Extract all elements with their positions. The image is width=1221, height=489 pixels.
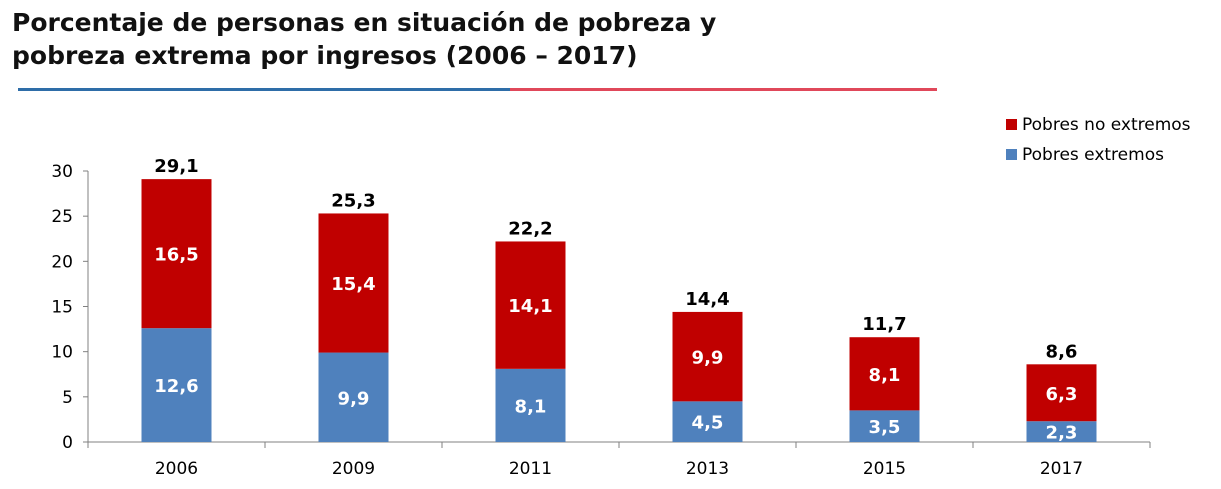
x-tick-label: 2011 <box>509 459 552 479</box>
data-label-pobres-no-extremos: 16,5 <box>154 245 198 266</box>
bar-pobres-extremos <box>849 410 920 442</box>
data-label-pobres-extremos: 12,6 <box>154 376 198 397</box>
bar-pobres-no-extremos <box>318 213 389 353</box>
legend-pobres-extremos-swatch <box>1006 149 1017 160</box>
y-tick-label: 30 <box>51 162 73 182</box>
legend-pobres-extremos-label: Pobres extremos <box>1022 145 1164 165</box>
data-label-pobres-no-extremos: 9,9 <box>692 348 724 369</box>
stacked-bar-chart: 0 5 10 15 20 25 30 12,6 16,5 29,1 2006 9,9 15,4 25,3 2… <box>51 115 1191 479</box>
y-tick-label: 20 <box>51 252 73 272</box>
bar-pobres-no-extremos <box>1026 364 1097 422</box>
chart-title-line-1: Porcentaje de personas en situación de p… <box>12 8 717 37</box>
x-tick-label: 2009 <box>332 459 375 479</box>
bar-pobres-no-extremos <box>141 179 212 329</box>
chart-area: 0 5 10 15 20 25 30 12,6 16,5 29,1 2006 9,9 15,4 25,3 2… <box>0 100 1221 485</box>
y-tick-label: 15 <box>51 298 73 318</box>
total-label: 14,4 <box>685 289 729 310</box>
data-label-pobres-extremos: 4,5 <box>692 413 724 434</box>
chart-title: Porcentaje de personas en situación de p… <box>12 6 716 72</box>
data-label-pobres-extremos: 3,5 <box>869 417 901 438</box>
bar-pobres-no-extremos <box>849 337 920 411</box>
legend-pobres-no-extremos-label: Pobres no extremos <box>1022 115 1191 135</box>
bar-pobres-no-extremos <box>495 241 566 369</box>
bar-pobres-no-extremos <box>672 311 743 402</box>
data-label-pobres-no-extremos: 8,1 <box>869 365 901 386</box>
x-tick-label: 2013 <box>686 459 729 479</box>
y-tick-label: 25 <box>51 207 73 227</box>
x-tick-label: 2006 <box>155 459 198 479</box>
total-label: 25,3 <box>331 190 375 211</box>
total-label: 29,1 <box>154 156 198 177</box>
bar-pobres-extremos <box>141 328 212 442</box>
y-tick-label: 0 <box>62 433 73 453</box>
data-label-pobres-extremos: 2,3 <box>1046 423 1078 444</box>
data-label-pobres-no-extremos: 14,1 <box>508 296 552 317</box>
data-label-pobres-no-extremos: 15,4 <box>331 274 375 295</box>
legend-pobres-no-extremos-swatch <box>1006 119 1017 130</box>
title-rule-red <box>510 88 937 91</box>
total-label: 8,6 <box>1046 341 1078 362</box>
data-label-pobres-no-extremos: 6,3 <box>1046 384 1078 405</box>
total-label: 11,7 <box>862 314 906 335</box>
chart-title-line-2: pobreza extrema por ingresos (2006 – 201… <box>12 41 638 70</box>
bar-pobres-extremos <box>672 401 743 442</box>
title-rule-blue <box>18 88 510 91</box>
bar-pobres-extremos <box>495 368 566 442</box>
y-tick-label: 10 <box>51 343 73 363</box>
bar-pobres-extremos <box>1026 421 1097 442</box>
data-label-pobres-extremos: 9,9 <box>338 388 370 409</box>
x-tick-label: 2015 <box>863 459 906 479</box>
data-label-pobres-extremos: 8,1 <box>515 396 547 417</box>
y-tick-label: 5 <box>62 388 73 408</box>
total-label: 22,2 <box>508 218 552 239</box>
bar-pobres-extremos <box>318 352 389 442</box>
x-tick-label: 2017 <box>1040 459 1083 479</box>
